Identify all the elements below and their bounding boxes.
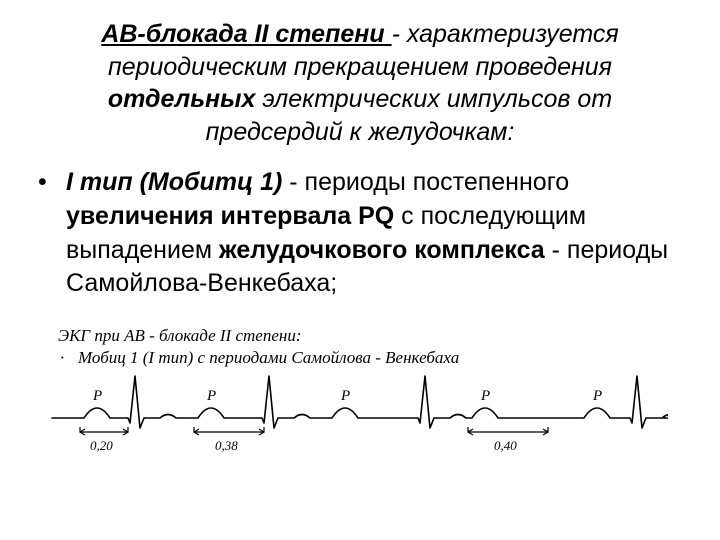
ecg-svg: ЭКГ при АВ - блокаде II степени: · Мобиц 1… [38, 323, 668, 493]
bullet-p2: увеличения интервала PQ [66, 202, 394, 230]
bullet-p4: желудочкового комплекса [219, 236, 545, 264]
slide-title: АВ-блокада II степени - характеризуется … [38, 18, 682, 148]
pq-value: 0,40 [494, 438, 517, 453]
pq-value: 0,20 [90, 438, 113, 453]
bullet-marker: • [38, 166, 66, 200]
p-label: P [340, 388, 350, 404]
bullet-item-1: • I тип (Мобитц 1) - периоды постепенног… [38, 166, 682, 301]
title-part4: электрических импульсов от предсердий к … [206, 85, 613, 146]
pq-bracket [468, 427, 548, 432]
pq-bracket [194, 427, 264, 432]
p-label: P [592, 388, 602, 404]
pq-value: 0,38 [215, 438, 238, 453]
ecg-caption-bullet: · [60, 348, 64, 367]
pq-bracket [80, 427, 128, 432]
ecg-caption-1: ЭКГ при АВ - блокаде II степени: [58, 326, 301, 345]
ecg-trace [52, 376, 668, 428]
bullet-p1: - периоды постепенного [282, 168, 569, 196]
title-term: АВ-блокада II степени [101, 20, 391, 48]
ecg-figure: ЭКГ при АВ - блокаде II степени: · Мобиц 1… [38, 323, 682, 493]
p-label: P [480, 388, 490, 404]
bullet-lead: I тип (Мобитц 1) [66, 168, 282, 196]
slide-root: АВ-блокада II степени - характеризуется … [0, 0, 720, 540]
title-part3: отдельных [108, 85, 256, 113]
bullet-text: I тип (Мобитц 1) - периоды постепенного … [66, 166, 682, 301]
ecg-caption-2: Мобиц 1 (I тип) с периодами Самойлова - … [77, 348, 459, 367]
p-label: P [206, 388, 216, 404]
p-label: P [92, 388, 102, 404]
